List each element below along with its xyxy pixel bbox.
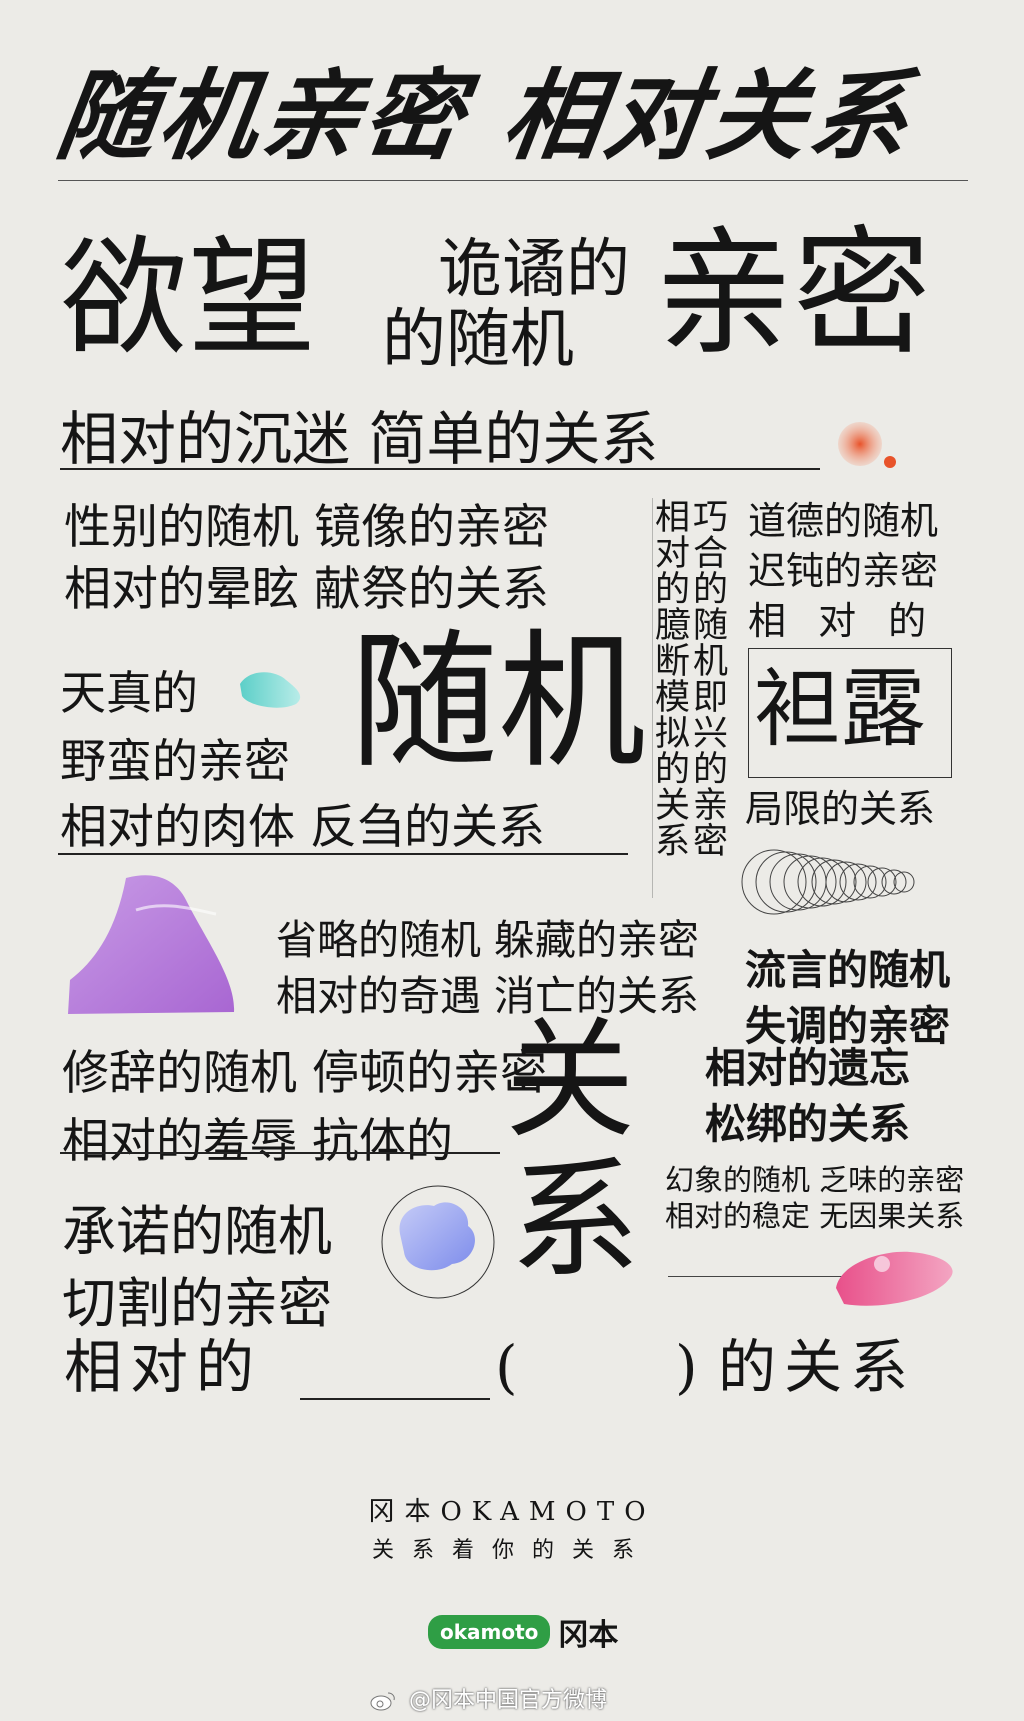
vertical-col-right: 相对的臆断模拟的关系 (649, 498, 689, 858)
para-yiwang-line2: 松绑的关系 (705, 1100, 910, 1148)
pink-blob (836, 1251, 953, 1306)
logo-chinese: 冈本 (558, 1618, 619, 1653)
para-shenglue: 省略的随机 躲藏的亲密 相对的奇遇 消亡的关系 (276, 912, 699, 1024)
spiral-circles (741, 849, 915, 915)
para-shenglue-line2: 相对的奇遇 消亡的关系 (276, 972, 700, 1020)
word-qinmi: 亲密 (655, 213, 932, 374)
title-divider (58, 180, 968, 181)
vertical-divider (652, 498, 653, 898)
para-daode-line1: 道德的随机 (748, 499, 939, 543)
word-guijue: 诡谲的 (438, 233, 630, 307)
weibo-watermark: @冈本中国官方微博 (370, 1682, 607, 1714)
underline-xiuci (60, 1152, 500, 1154)
page-title: 随机亲密 相对关系 (49, 60, 921, 174)
word-tanlu: 袒露 (754, 659, 926, 759)
word-suiji-big: 随机 (350, 616, 646, 788)
underline-chenmi (60, 468, 820, 470)
final-line-start: 相对的 (64, 1333, 263, 1401)
para-huanxiang-line2: 相对的稳定 无因果关系 (665, 1199, 965, 1233)
para-xingbie-line1: 性别的随机 镜像的亲密 (64, 500, 549, 555)
para-daode-line3: 相 对 的 (748, 599, 937, 643)
word-xi-big: 系 (510, 1144, 641, 1296)
para-huanxiang-line1: 幻象的随机 乏味的亲密 (665, 1163, 965, 1197)
para-chengnuo-line1: 承诺的随机 (62, 1200, 332, 1263)
para-xiuci-line2: 相对的羞辱 抗体的 (62, 1114, 453, 1169)
brand-slogan: 关系着你的关系 (371, 1538, 652, 1563)
word-juxian: 局限的关系 (745, 787, 936, 831)
tanlu-frame (748, 648, 952, 778)
para-xingbie: 性别的随机 镜像的亲密 相对的晕眩 献祭的关系 (64, 497, 549, 621)
para-liuyan: 流言的随机 失调的亲密 (745, 942, 950, 1054)
para-xingbie-line2: 相对的晕眩 献祭的关系 (64, 562, 549, 617)
para-huanxiang: 幻象的随机 乏味的亲密 相对的稳定 无因果关系 (665, 1162, 964, 1234)
weibo-icon (370, 1692, 395, 1711)
para-daode: 道德的随机 迟钝的亲密 相 对 的 (748, 496, 938, 646)
brand-logo: okamoto 冈本 (428, 1610, 618, 1654)
word-desuiji: 的随机 (382, 303, 574, 377)
para-daode-line2: 迟钝的亲密 (748, 549, 939, 593)
purple-blob (68, 875, 235, 1014)
para-chengnuo-line2: 切割的亲密 (62, 1272, 332, 1335)
para-yiwang: 相对的遗忘 松绑的关系 (705, 1040, 910, 1152)
paren-close: ) (675, 1333, 698, 1401)
para-xiuci-line1: 修辞的随机 停顿的亲密 (62, 1046, 547, 1101)
logo-pill: okamoto (428, 1615, 551, 1649)
weibo-handle: @冈本中国官方微博 (409, 1688, 608, 1713)
line-routi: 相对的肉体 反刍的关系 (60, 800, 545, 855)
line-chenmi: 相对的沉迷 简单的关系 (60, 405, 659, 473)
word-yuwang: 欲望 (60, 224, 317, 373)
word-guan-big: 关 (505, 1004, 636, 1156)
paren-open: ( (495, 1333, 518, 1401)
blank-underline (300, 1398, 490, 1400)
para-xiuci: 修辞的随机 停顿的亲密 相对的羞辱 抗体的 (62, 1040, 547, 1176)
pink-blob-rule (668, 1276, 868, 1277)
blue-blob (381, 1185, 495, 1299)
para-yiwang-line1: 相对的遗忘 (705, 1044, 910, 1092)
brand-name: 冈本OKAMOTO (368, 1497, 656, 1527)
para-liuyan-line1: 流言的随机 (745, 946, 950, 994)
final-line-end: 的关系 (718, 1333, 917, 1401)
para-shenglue-line1: 省略的随机 躲藏的亲密 (276, 916, 700, 964)
para-liuyan-line2: 失调的亲密 (745, 1002, 950, 1050)
word-yeman: 野蛮的亲密 (60, 734, 290, 788)
teal-blob (240, 672, 301, 708)
word-tianzhen: 天真的 (60, 666, 198, 720)
para-chengnuo: 承诺的随机 切割的亲密 (62, 1196, 332, 1340)
orange-blob (838, 422, 896, 468)
vertical-col-left: 巧合的随机即兴的亲密 (687, 498, 727, 858)
underline-routi (58, 853, 628, 855)
